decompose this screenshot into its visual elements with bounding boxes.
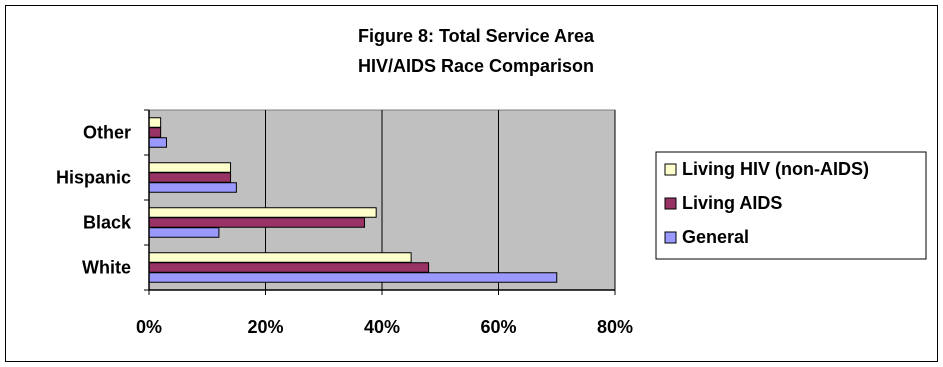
bar-other-2 (148, 127, 162, 138)
bar-white-1 (148, 252, 412, 263)
legend-swatch (664, 197, 677, 210)
legend-label: General (682, 227, 749, 247)
axes (144, 109, 616, 295)
bar-black-1 (148, 207, 377, 218)
chart-subtitle: HIV/AIDS Race Comparison (358, 56, 594, 76)
y-tick-label: Hispanic (56, 168, 131, 188)
legend-swatch (664, 231, 677, 244)
bar-black-2 (148, 217, 366, 228)
legend-label: Living AIDS (682, 193, 782, 213)
chart-title: Figure 8: Total Service Area (358, 26, 595, 46)
bar-hispanic-1 (148, 162, 232, 173)
bar-chart: Figure 8: Total Service Area HIV/AIDS Ra… (56, 26, 927, 337)
bar-white-3 (148, 272, 558, 283)
x-tick-label: 60% (480, 317, 516, 337)
bar-other-3 (148, 137, 167, 148)
bar-hispanic-3 (148, 182, 237, 193)
bar-black-3 (148, 227, 220, 238)
legend-swatch (664, 163, 677, 176)
x-tick-label: 0% (136, 317, 162, 337)
x-tick-label: 20% (247, 317, 283, 337)
legend: Living HIV (non-AIDS) Living AIDS General (655, 151, 927, 260)
y-tick-label: Other (83, 123, 131, 143)
bar-hispanic-2 (148, 172, 232, 183)
chart-frame: Figure 8: Total Service Area HIV/AIDS Ra… (5, 5, 938, 362)
bars (148, 117, 558, 283)
y-tick-label: White (82, 258, 131, 278)
x-tick-labels: 0% 20% 40% 60% 80% (136, 317, 633, 337)
y-tick-labels: White Black Hispanic Other (56, 123, 132, 278)
bar-white-2 (148, 262, 430, 273)
x-tick-label: 80% (597, 317, 633, 337)
legend-label: Living HIV (non-AIDS) (682, 159, 869, 179)
x-tick-label: 40% (364, 317, 400, 337)
y-tick-label: Black (83, 213, 132, 233)
bar-other-1 (148, 117, 162, 128)
legend-box (655, 151, 927, 260)
